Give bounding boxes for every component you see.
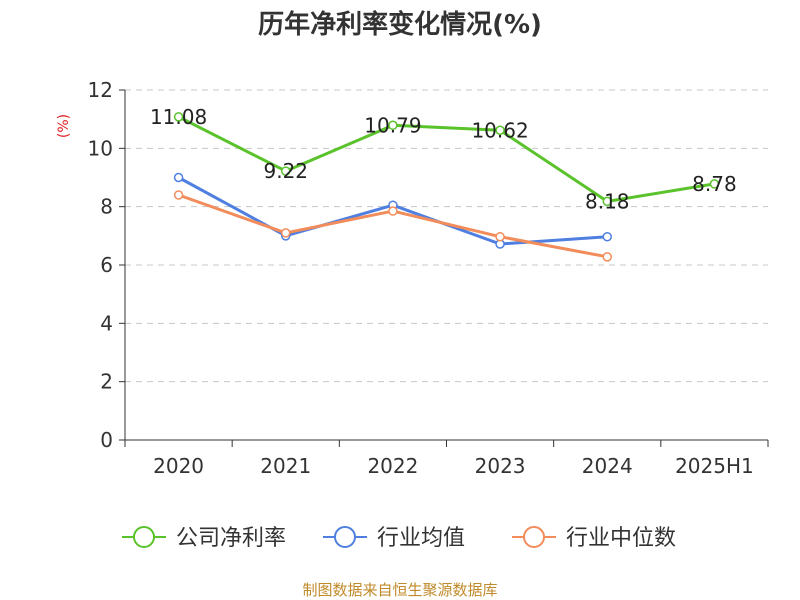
data-label: 8.18 <box>585 189 630 213</box>
y-tick-label: 6 <box>100 253 113 277</box>
data-point <box>709 179 720 189</box>
legend: 公司净利率 行业均值 行业中位数 <box>122 526 676 551</box>
y-tick-label: 4 <box>100 311 113 335</box>
grid <box>125 89 768 383</box>
legend-marker <box>133 526 155 548</box>
data-point <box>173 172 184 183</box>
data-label: 8.78 <box>692 172 737 196</box>
x-tick-label: 2021 <box>260 454 311 478</box>
x-tick-label: 2024 <box>582 454 633 478</box>
data-point <box>281 228 291 238</box>
x-tick-label: 2025H1 <box>675 454 754 478</box>
data-label: 10.62 <box>471 118 528 142</box>
legend-label: 公司净利率 <box>176 526 286 551</box>
y-tick-label: 2 <box>100 370 113 394</box>
data-point <box>388 206 398 216</box>
legend-label: 行业中位数 <box>566 526 676 551</box>
legend-marker <box>334 526 356 548</box>
legend-marker <box>523 526 545 548</box>
data-point <box>281 166 291 176</box>
x-tick-label: 2020 <box>153 454 204 478</box>
series <box>173 112 720 262</box>
y-axis-label: (%) <box>56 114 72 138</box>
data-point <box>602 196 612 207</box>
data-point <box>495 125 505 135</box>
chart-title: 历年净利率变化情况(%) <box>258 9 542 40</box>
data-label: 9.22 <box>263 159 308 183</box>
y-ticks: 0 2 4 6 8 10 12 <box>88 78 125 452</box>
data-label: 10.79 <box>364 113 421 137</box>
data-labels: 11.08 9.22 10.79 10.62 8.18 8.78 <box>150 105 737 214</box>
y-tick-label: 0 <box>100 428 113 452</box>
data-point <box>602 231 612 242</box>
data-point <box>495 231 505 242</box>
x-tick-label: 2022 <box>367 454 418 478</box>
y-tick-label: 12 <box>88 78 113 102</box>
y-tick-label: 10 <box>88 136 113 160</box>
data-label: 11.08 <box>150 105 207 129</box>
legend-label: 行业均值 <box>377 526 465 551</box>
source-note: 制图数据来自恒生聚源数据库 <box>302 581 497 599</box>
data-point <box>173 112 184 122</box>
data-point <box>173 190 184 200</box>
data-point <box>602 252 612 262</box>
y-tick-label: 8 <box>100 195 113 219</box>
series-line-1 <box>177 115 715 203</box>
x-ticks: 2020 2021 2022 2023 2024 2025H1 <box>124 440 769 478</box>
data-point <box>388 120 398 131</box>
x-tick-label: 2023 <box>475 454 526 478</box>
